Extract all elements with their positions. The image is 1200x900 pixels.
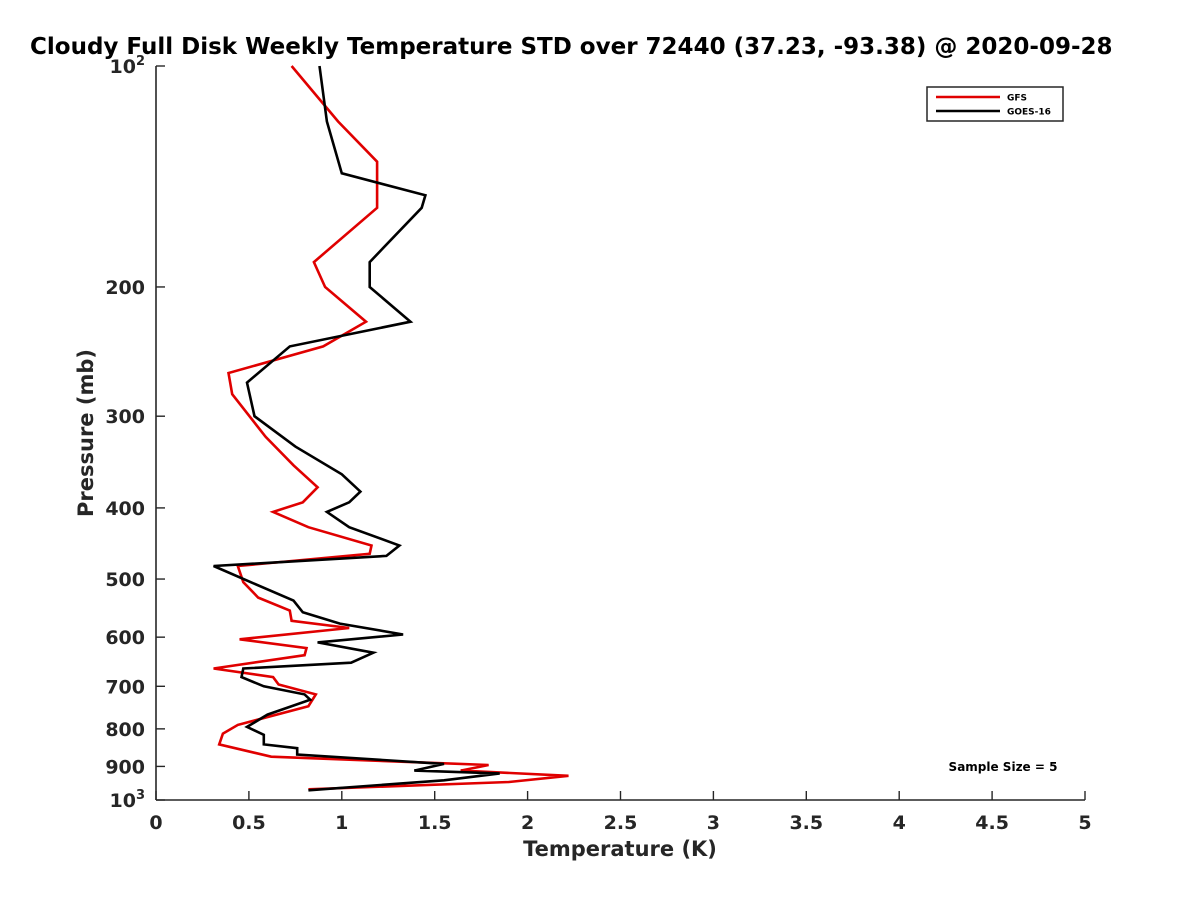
x-tick-label: 0.5	[232, 812, 266, 834]
x-axis-ticks: 0 0.5 1 1.5 2 2.5 3 3.5 4 4.5 5	[149, 791, 1092, 834]
legend: GFS GOES-16	[926, 86, 1064, 122]
x-tick-label: 1.5	[418, 812, 452, 834]
y-tick-label: 103	[110, 788, 146, 812]
x-tick-label: 3	[707, 812, 720, 834]
x-tick-label: 2	[521, 812, 534, 834]
y-tick-label: 600	[105, 627, 145, 649]
y-tick-label: 102	[110, 54, 146, 78]
x-tick-label: 2.5	[604, 812, 638, 834]
x-tick-label: 1	[335, 812, 348, 834]
series-line-gfs	[213, 65, 569, 791]
sample-size-annotation: Sample Size = 5	[949, 760, 1058, 774]
x-tick-label: 0	[149, 812, 162, 834]
legend-label-goes-16: GOES-16	[1007, 108, 1051, 118]
series-line-goes-16	[213, 65, 500, 792]
x-tick-label: 4.5	[975, 812, 1009, 834]
y-tick-label: 400	[105, 498, 145, 520]
y-axis-ticks: 102 200 300 400 500 600 700 800 900 103	[105, 54, 165, 812]
x-tick-label: 3.5	[789, 812, 823, 834]
y-tick-label: 900	[105, 756, 145, 778]
chart-title: Cloudy Full Disk Weekly Temperature STD …	[30, 34, 1113, 60]
x-tick-label: 5	[1078, 812, 1091, 834]
legend-label-gfs: GFS	[1007, 94, 1027, 104]
y-axis-label: Pressure (mb)	[74, 349, 98, 517]
y-tick-label: 800	[105, 719, 145, 741]
x-tick-label: 4	[893, 812, 906, 834]
y-tick-label: 700	[105, 676, 145, 698]
y-tick-label: 200	[105, 277, 145, 299]
y-tick-label: 500	[105, 569, 145, 591]
x-axis-label: Temperature (K)	[523, 837, 717, 861]
legend-box	[926, 86, 1064, 122]
y-tick-label: 300	[105, 406, 145, 428]
